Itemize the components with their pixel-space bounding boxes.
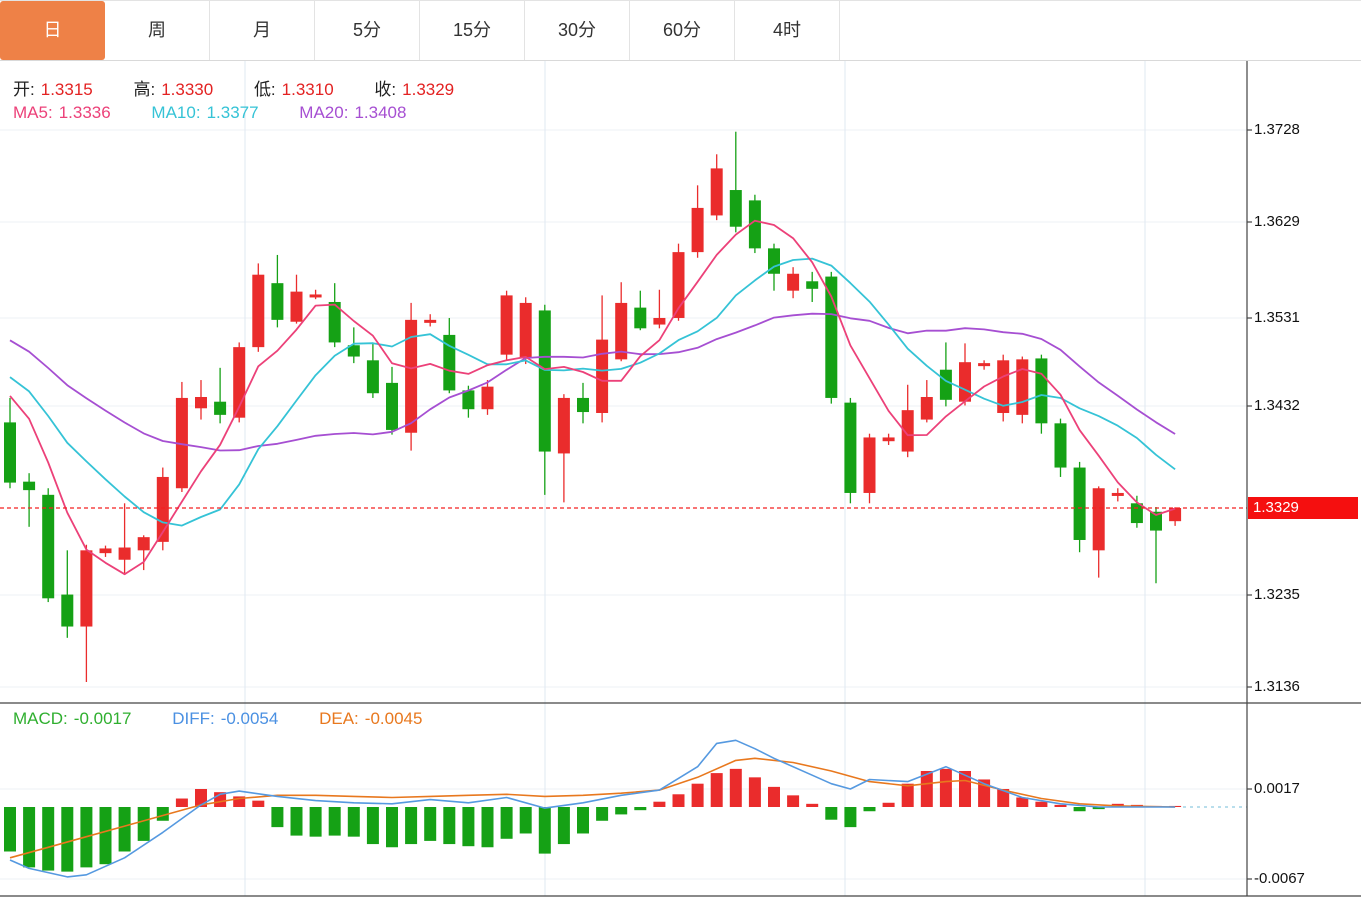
macd-value: -0.0017 [73, 709, 132, 728]
high-label: 高: [133, 80, 156, 99]
ma10-label: MA10: [151, 103, 201, 122]
tab-30min[interactable]: 30分 [525, 1, 630, 60]
ma5-label: MA5: [13, 103, 53, 122]
low-value: 1.3310 [281, 80, 334, 99]
tab-day[interactable]: 日 [0, 1, 105, 60]
price-axis-label: 1.3235 [1254, 586, 1300, 603]
high-value: 1.3330 [161, 80, 214, 99]
tab-week[interactable]: 周 [105, 1, 210, 60]
dea-value: -0.0045 [364, 709, 423, 728]
close-value: 1.3329 [402, 80, 455, 99]
ma20-label: MA20: [299, 103, 349, 122]
diff-label: DIFF: [172, 709, 215, 728]
price-axis-label: 1.3531 [1254, 309, 1300, 326]
price-axis-label: 1.3629 [1254, 213, 1300, 230]
ma10-value: 1.3377 [206, 103, 259, 122]
dea-label: DEA: [319, 709, 359, 728]
timeframe-tabbar: 日 周 月 5分 15分 30分 60分 4时 [0, 0, 1361, 61]
price-axis-label: 1.3432 [1254, 397, 1300, 414]
tab-15min[interactable]: 15分 [420, 1, 525, 60]
close-label: 收: [374, 80, 397, 99]
price-axis-label: 1.3728 [1254, 121, 1300, 138]
price-axis-label: 1.3136 [1254, 678, 1300, 695]
macd-axis-label: -0.0067 [1254, 870, 1305, 887]
tab-5min[interactable]: 5分 [315, 1, 420, 60]
tab-month[interactable]: 月 [210, 1, 315, 60]
ma20-value: 1.3408 [354, 103, 407, 122]
last-price-tag: 1.3329 [1248, 497, 1358, 519]
tab-60min[interactable]: 60分 [630, 1, 735, 60]
ma5-value: 1.3336 [58, 103, 111, 122]
macd-readout: MACD: -0.0017 DIFF: -0.0054 DEA: -0.0045 [13, 709, 428, 729]
low-label: 低: [253, 80, 276, 99]
macd-label: MACD: [13, 709, 68, 728]
ma-readout: MA5: 1.3336 MA10: 1.3377 MA20: 1.3408 [13, 103, 412, 123]
diff-value: -0.0054 [220, 709, 279, 728]
macd-axis-label: 0.0017 [1254, 780, 1300, 797]
ohlc-readout: 开: 1.3315 高: 1.3330 低: 1.3310 收: 1.3329 [13, 75, 460, 100]
tab-4hour[interactable]: 4时 [735, 1, 840, 60]
open-label: 开: [13, 80, 35, 99]
open-value: 1.3315 [40, 80, 93, 99]
